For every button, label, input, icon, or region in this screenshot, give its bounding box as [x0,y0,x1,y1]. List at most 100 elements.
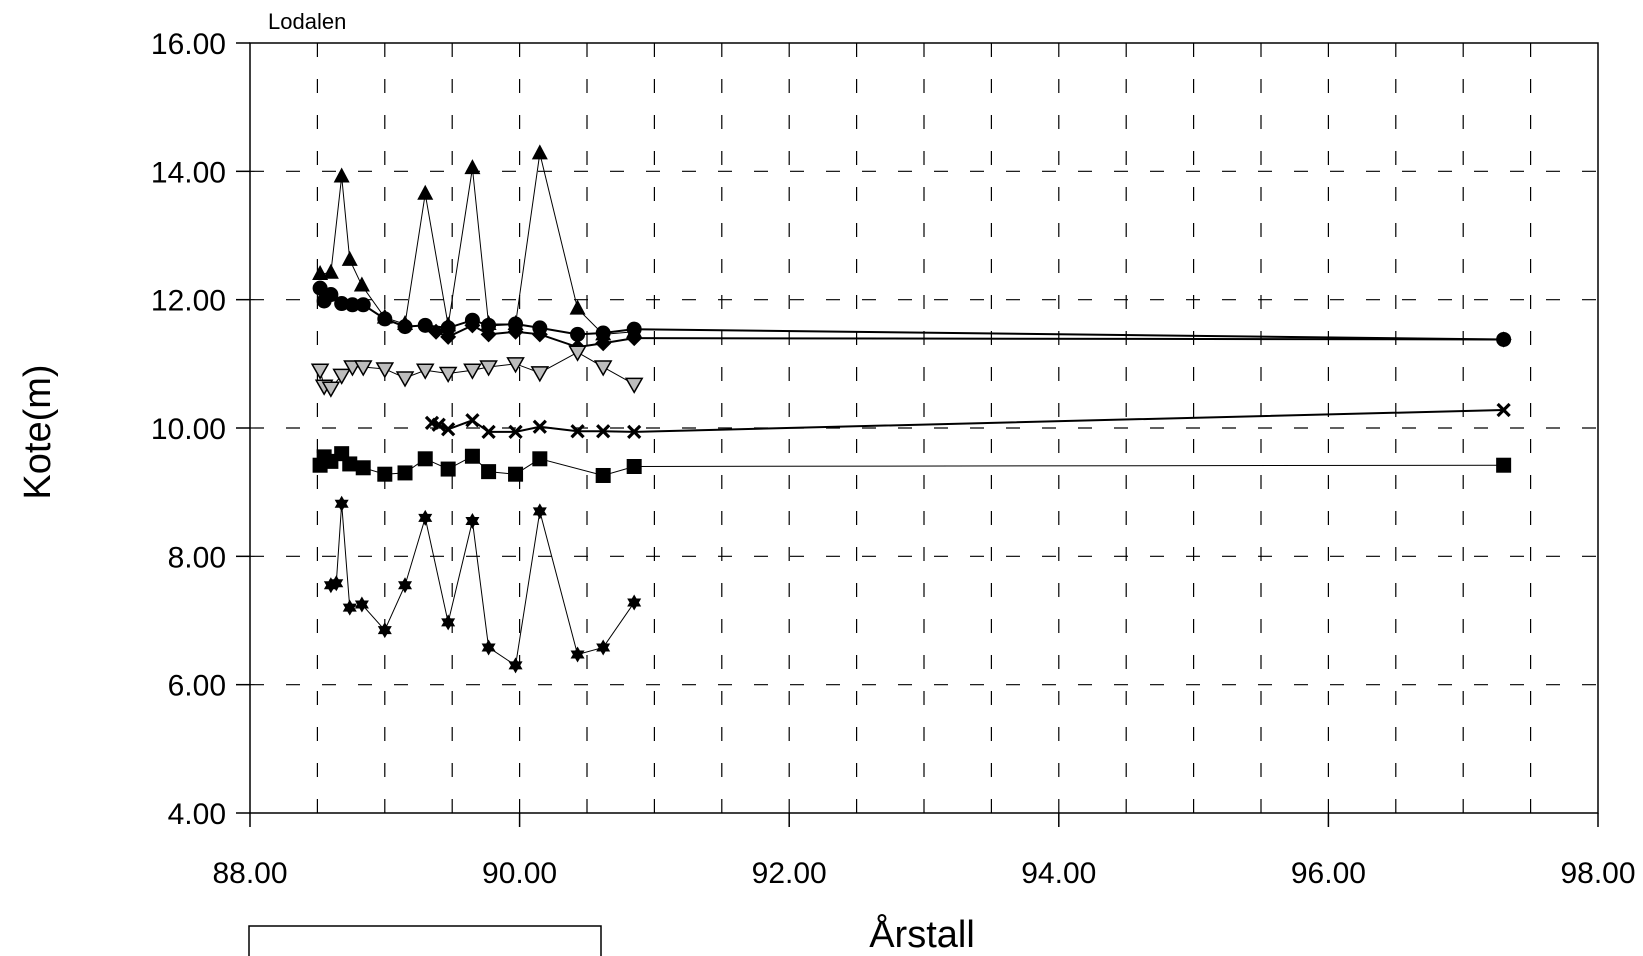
circle-marker [377,311,393,327]
star-marker [532,503,547,520]
x-marker [596,424,611,439]
x-marker [627,424,642,439]
square-marker [1496,457,1512,473]
circle-marker [312,280,328,296]
star-marker [398,577,413,594]
diamond-marker [507,323,524,340]
triangle-down-marker [353,360,373,377]
star-marker [481,639,496,656]
diamond-marker [440,328,457,345]
triangle-marker [464,159,481,175]
circle-marker [397,319,413,335]
diamond-marker [480,326,497,343]
star-marker-part [570,650,585,663]
star-marker [354,596,369,613]
star-marker [342,599,357,616]
triangle-marker [569,299,586,315]
star-marker-part [329,579,344,592]
star-marker [418,509,433,526]
triangle-marker [417,184,434,200]
triangle-down-marker [321,381,341,398]
star-marker-part [627,598,642,611]
circle-marker [440,320,456,336]
triangle-down-marker [332,368,351,385]
triangle-marker [531,144,548,160]
star-marker [596,639,611,656]
grid-layer [250,43,1598,813]
x-marker [431,417,446,432]
star-marker [465,513,480,530]
triangle-down-marker [568,345,587,362]
ticks-layer: 4.00 6.00 8.00 10.00 12.00 14.00 16.00 88.00 90.… [151,28,1636,890]
series-line [320,153,635,335]
y-axis-title: Kote(m) [17,364,59,499]
triangle-marker [353,276,370,292]
triangle-down-marker [530,366,550,383]
x-tick-label: 94.00 [1021,857,1096,890]
series-line [319,287,1504,341]
series-line [319,452,1504,477]
square-marker [397,465,413,481]
diamond-marker [464,317,481,334]
x-marker [465,413,480,428]
star-marker [570,646,585,663]
x-marker [441,422,456,437]
x-tick-label: 98.00 [1560,857,1635,890]
x-tick-label: 92.00 [752,857,827,890]
series-layer [310,144,1512,674]
x-marker [481,424,496,439]
y-tick-label: 8.00 [168,541,226,574]
star-marker [627,594,642,611]
circle-marker [323,287,339,303]
star-marker-part [596,643,611,656]
square-marker [464,448,480,464]
star-marker-part [377,626,392,639]
star-marker [329,575,344,592]
triangle-down-marker [438,366,458,383]
triangle-down-marker [624,377,644,394]
star-marker [334,495,349,512]
star-marker [441,614,456,631]
square-marker [377,466,393,482]
x-marker [570,424,585,439]
x-tick-label: 90.00 [482,857,557,890]
square-marker [481,464,497,480]
x-marker [1496,402,1511,418]
star-marker-part [481,643,496,656]
legend-box [248,925,602,956]
star-marker-part [334,499,349,512]
x-marker [532,419,547,434]
square-marker [532,451,548,467]
diamond-marker [428,323,445,340]
y-tick-label: 4.00 [168,798,226,831]
y-tick-label: 12.00 [151,285,226,318]
circle-marker [355,297,371,313]
series-x [424,402,1511,439]
series-diamond [428,317,1512,356]
triangle-down-marker [593,360,613,377]
circle-marker [417,317,433,333]
series-line [435,324,1504,349]
star-marker [377,622,392,639]
y-tick-label: 10.00 [151,413,226,446]
circle-marker [626,321,642,337]
y-tick-label: 16.00 [151,28,226,61]
triangle-down-marker [310,363,330,380]
triangle-marker [341,250,358,266]
circle-marker [481,317,497,333]
series-star [323,495,642,674]
chart-title: Lodalen [268,9,346,34]
circle-marker [570,326,586,342]
triangle-down-marker [395,371,415,388]
square-marker [342,456,358,472]
circle-marker [595,325,611,341]
series-line [330,503,635,667]
square-marker [355,460,371,476]
triangle-down-marker [506,357,525,374]
star-marker [508,657,523,674]
triangle-down-marker [479,360,498,377]
star-marker-part [398,581,413,594]
triangle-marker [322,263,339,279]
circle-marker [344,297,360,313]
